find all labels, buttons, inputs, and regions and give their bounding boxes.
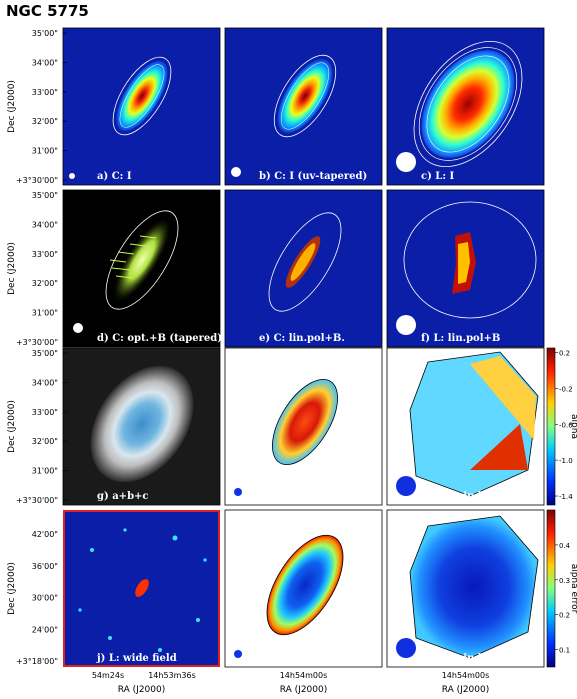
y-tick-label: 35'00" (32, 191, 58, 200)
colorbar-tick-label: -0.6 (559, 421, 573, 429)
y-tick-label: 34'00" (32, 220, 58, 229)
panel-label-g: g) a+b+c (97, 491, 149, 502)
panel-d (63, 190, 220, 347)
colorbar-tick-label: 0.2 (559, 349, 570, 357)
y-tick-label: 30'00" (32, 594, 58, 603)
y-tick-label: 33'00" (32, 88, 58, 97)
panel-label-l: l) L: sp.ind. error (421, 653, 518, 664)
panel-label-k: k) C: sp.ind. error (259, 653, 360, 664)
y-tick-label: +3°30'00" (16, 176, 58, 185)
panel-f (387, 190, 544, 347)
colorbar (546, 347, 556, 506)
x-axis-label: RA (J2000) (280, 685, 328, 695)
x-tick-label: 54m24s (92, 671, 124, 680)
panel-e (225, 190, 382, 347)
y-tick-label: 33'00" (32, 250, 58, 259)
x-tick-label: 14h54m00s (280, 671, 328, 680)
y-tick-label: 32'00" (32, 117, 58, 126)
colorbar-tick-label: 0.4 (559, 542, 571, 550)
colorbar-tick-label: 0.3 (559, 577, 570, 585)
x-axis-label: RA (J2000) (442, 685, 490, 695)
y-tick-label: 34'00" (32, 378, 58, 387)
y-tick-label: +3°30'00" (16, 496, 58, 505)
y-tick-label: 32'00" (32, 279, 58, 288)
y-tick-label: 31'00" (32, 467, 58, 476)
colorbar-tick-label: 0.2 (559, 612, 570, 620)
colorbar-tick-label: -0.2 (559, 385, 573, 393)
y-axis-label: Dec (J2000) (7, 562, 17, 615)
colorbar-tick-label: -1.4 (559, 493, 573, 501)
colorbar-tick-label: 0.1 (559, 647, 570, 655)
panel-label-d: d) C: opt.+B (tapered) (97, 333, 222, 344)
panel-label-j: j) L: wide field (96, 653, 177, 664)
y-tick-label: 34'00" (32, 58, 58, 67)
panel-k (225, 510, 382, 667)
panel-j (63, 510, 220, 667)
panel-h (225, 348, 382, 505)
x-axis-label: RA (J2000) (118, 685, 166, 695)
panel-a (63, 28, 220, 185)
y-tick-label: +3°30'00" (16, 338, 58, 347)
colorbar (546, 509, 556, 668)
y-tick-label: 35'00" (32, 29, 58, 38)
colorbar-label: alpha (569, 414, 577, 439)
y-tick-label: 33'00" (32, 408, 58, 417)
panel-g (63, 348, 220, 505)
y-tick-label: 42'00" (32, 530, 58, 539)
panel-frames (62, 27, 545, 668)
panel-label-h: h) C: sp.index (259, 491, 337, 502)
y-tick-label: 31'00" (32, 309, 58, 318)
x-tick-label: 14h54m00s (442, 671, 490, 680)
y-tick-label: 24'00" (32, 625, 58, 634)
colorbar-label: alpha error (569, 564, 577, 614)
panel-c (387, 28, 544, 185)
y-axis-label: Dec (J2000) (7, 242, 17, 295)
y-tick-label: 36'00" (32, 562, 58, 571)
panel-label-a: a) C: I (97, 171, 132, 182)
figure-title: NGC 5775 (6, 2, 89, 20)
y-tick-label: 35'00" (32, 349, 58, 358)
panel-label-f: f) L: lin.pol+B (421, 333, 500, 344)
panel-l (387, 510, 544, 667)
colorbar-tick-label: -1.0 (559, 457, 573, 465)
y-axis-label: Dec (J2000) (7, 400, 17, 453)
panel-label-i: i) L: sp.index (421, 491, 495, 502)
x-tick-label: 14h53m36s (148, 671, 196, 680)
panel-label-b: b) C: I (uv-tapered) (259, 171, 367, 182)
panel-label-e: e) C: lin.pol+B. (259, 333, 345, 344)
y-tick-label: 32'00" (32, 437, 58, 446)
y-axis-label: Dec (J2000) (7, 80, 17, 133)
y-tick-label: +3°18'00" (16, 657, 58, 666)
panel-label-c: c) L: I (421, 171, 455, 182)
panel-b (225, 28, 382, 185)
y-tick-label: 31'00" (32, 147, 58, 156)
panel-i (387, 348, 544, 505)
